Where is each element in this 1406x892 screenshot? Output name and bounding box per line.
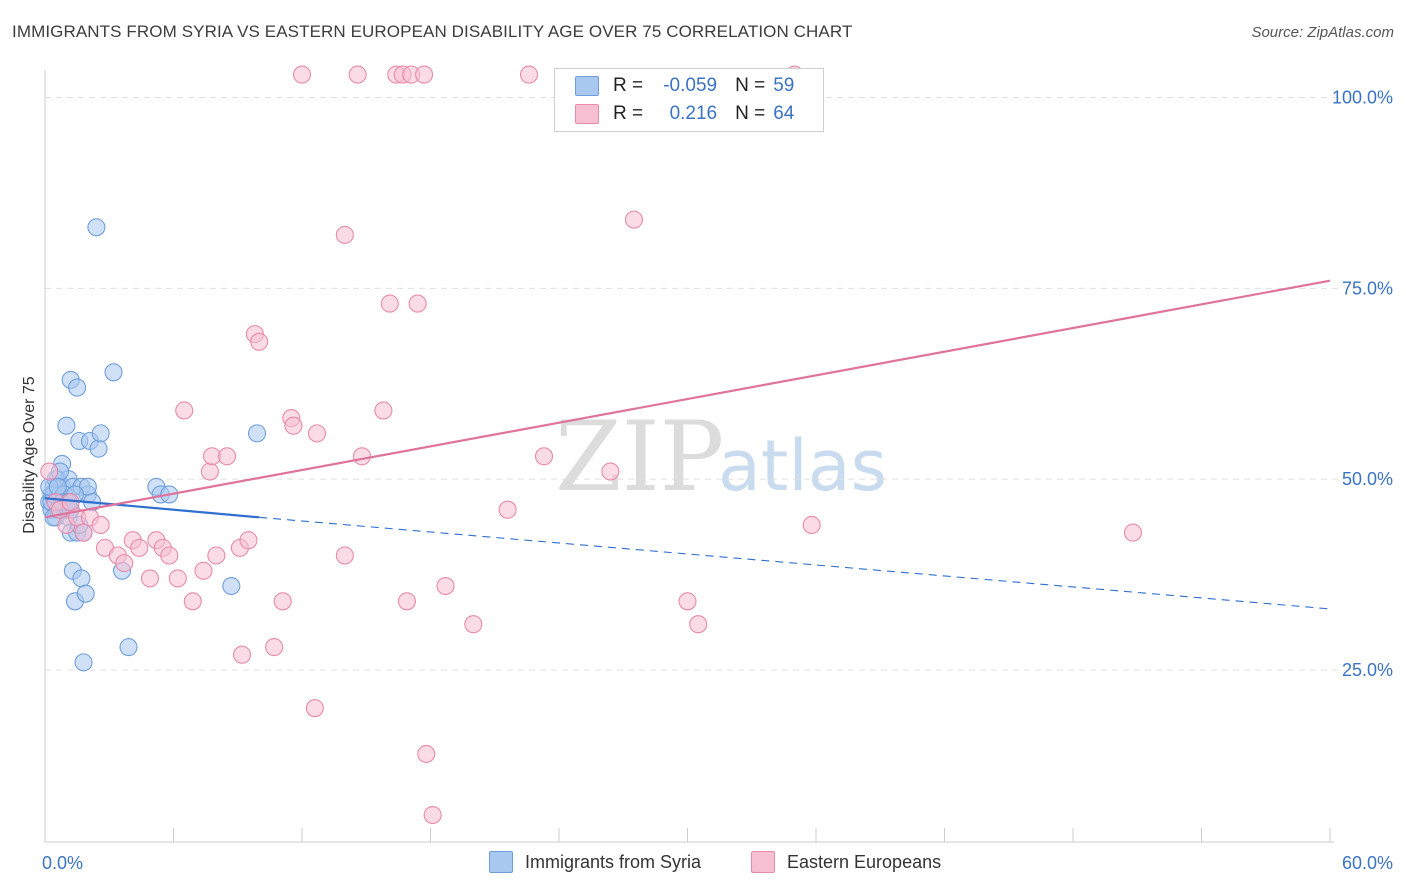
eastern-point	[348, 65, 367, 84]
eastern-point	[624, 210, 644, 229]
eastern-point	[250, 332, 269, 351]
syria-trend-extension	[259, 516, 1331, 610]
syria-point	[119, 638, 138, 657]
eastern-point	[74, 523, 93, 542]
r-value: -0.059	[663, 75, 718, 96]
eastern-point	[292, 65, 312, 84]
syria-point	[247, 424, 267, 443]
y-tick-label: 75.0%	[1342, 278, 1393, 298]
eastern-point	[239, 531, 258, 550]
watermark-atlas: atlas	[718, 425, 887, 507]
pink-swatch	[751, 851, 775, 873]
syria-point	[48, 477, 67, 496]
legend-item-syria[interactable]: Immigrants from Syria	[489, 851, 701, 873]
syria-point	[104, 363, 123, 382]
eastern-point	[40, 462, 59, 481]
eastern-point	[352, 447, 372, 466]
eastern-point	[380, 294, 399, 313]
eastern-point	[273, 592, 292, 611]
legend-label: Immigrants from Syria	[525, 851, 702, 872]
eastern-point	[397, 592, 416, 611]
stats-legend: R = -0.059 N = 59 R = 0.216 N = 64	[554, 68, 824, 132]
stats-legend-row-eastern: R = 0.216 N = 64	[575, 101, 794, 127]
n-label: N =	[735, 103, 766, 124]
eastern-point	[217, 447, 237, 466]
eastern-trend-line	[44, 279, 1331, 519]
syria-point	[57, 416, 76, 435]
eastern-point	[91, 515, 110, 535]
syria-point	[74, 653, 93, 672]
eastern-point	[534, 447, 554, 466]
eastern-point	[519, 65, 539, 84]
eastern-point	[130, 538, 149, 557]
n-label: N =	[735, 75, 766, 96]
legend-item-eastern[interactable]: Eastern Europeans	[751, 851, 941, 873]
eastern-point	[802, 515, 821, 535]
eastern-point	[374, 401, 393, 420]
eastern-point	[232, 645, 252, 664]
eastern-point	[423, 805, 442, 825]
eastern-point	[140, 569, 159, 588]
watermark-zip: ZIP	[555, 401, 724, 513]
eastern-point	[207, 546, 226, 565]
pink-swatch	[575, 104, 599, 124]
source-credit: Source: ZipAtlas.com	[1251, 24, 1394, 41]
eastern-point	[436, 576, 455, 596]
eastern-point	[175, 401, 194, 420]
r-label: R =	[613, 103, 644, 124]
blue-swatch	[575, 76, 599, 96]
chart-title: IMMIGRANTS FROM SYRIA VS EASTERN EUROPEA…	[12, 22, 853, 41]
syria-trend-line	[44, 497, 260, 519]
eastern-point	[168, 569, 187, 588]
eastern-point	[183, 592, 202, 611]
n-value: 64	[773, 103, 795, 124]
eastern-point	[335, 225, 354, 244]
syria-point	[89, 439, 108, 458]
eastern-point	[115, 554, 134, 573]
syria-point	[76, 584, 95, 603]
stats-legend-row-syria: R = -0.059 N = 59	[575, 73, 794, 99]
syria-point	[91, 424, 110, 443]
eastern-point	[689, 615, 708, 634]
x-tick-label: 60.0%	[1342, 853, 1393, 873]
eastern-point	[408, 294, 427, 313]
legend-label: Eastern Europeans	[787, 851, 942, 872]
eastern-point	[305, 699, 324, 718]
x-tick-label: 0.0%	[42, 853, 83, 873]
eastern-point	[678, 592, 697, 611]
eastern-point	[200, 462, 219, 481]
syria-point	[87, 218, 106, 237]
eastern-point	[601, 462, 620, 481]
n-value: 59	[773, 75, 795, 96]
syria-point	[222, 576, 241, 596]
y-tick-label: 100.0%	[1332, 88, 1393, 108]
eastern-point	[335, 546, 354, 565]
r-value: 0.216	[669, 103, 718, 124]
eastern-point	[498, 500, 517, 519]
syria-point	[68, 378, 87, 397]
eastern-point	[464, 615, 483, 634]
eastern-point	[160, 546, 179, 565]
eastern-point	[415, 65, 434, 84]
eastern-point	[417, 744, 436, 764]
eastern-point	[194, 561, 213, 580]
blue-swatch	[489, 851, 513, 873]
y-tick-label: 50.0%	[1342, 469, 1393, 489]
syria-point	[72, 569, 91, 588]
eastern-point	[307, 424, 327, 443]
eastern-point	[265, 638, 284, 657]
eastern-point	[1123, 523, 1143, 542]
eastern-point	[284, 416, 303, 435]
y-tick-label: 25.0%	[1342, 660, 1393, 680]
r-label: R =	[613, 75, 644, 96]
